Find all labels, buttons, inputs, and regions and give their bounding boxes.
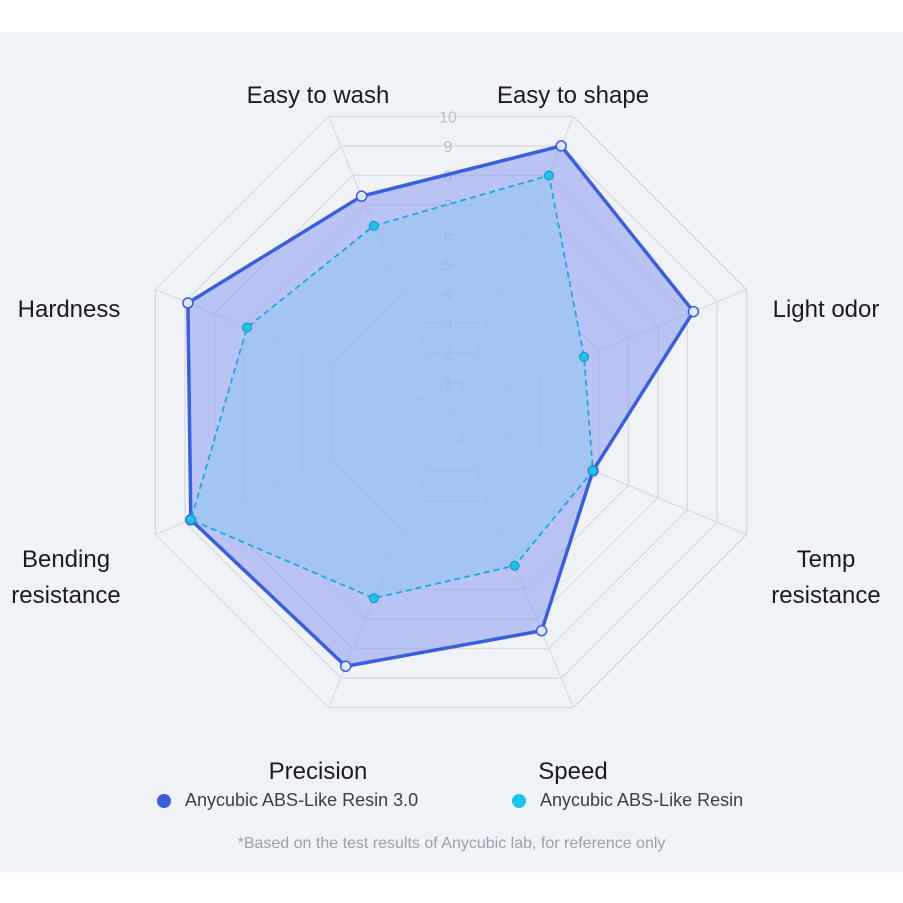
- series-0-point-5: [339, 660, 352, 673]
- axis-label-line: Easy to shape: [496, 82, 650, 109]
- axis-label-line: resistance: [771, 582, 881, 609]
- series-1: [185, 170, 598, 604]
- series-area-1: [189, 174, 594, 600]
- radar-chart: 12345678910: [154, 109, 748, 709]
- axis-label-line: Easy to wash: [246, 82, 390, 109]
- axis-label-bending-resistance: Bending resistance: [11, 542, 120, 614]
- axis-label-temp-resistance: Temp resistance: [771, 542, 880, 614]
- axis-label-line: resistance: [11, 582, 121, 609]
- series-1-point-5: [368, 593, 379, 604]
- axis-label-line: Precision: [268, 758, 368, 785]
- series-1-point-6: [185, 514, 196, 525]
- legend-label-resin: Anycubic ABS-Like Resin: [540, 790, 744, 810]
- series-1-point-0: [368, 220, 379, 231]
- series-0-point-7: [182, 297, 194, 309]
- legend-marker-resin: [512, 793, 526, 808]
- series-0-point-0: [355, 190, 368, 202]
- axis-label-hardness: Hardness: [18, 292, 121, 328]
- axis-label-line: Hardness: [17, 296, 121, 323]
- legend-marker-resin-3: [157, 793, 171, 808]
- footnote: *Based on the test results of Anycubic l…: [237, 835, 666, 852]
- legend-label-resin-3: Anycubic ABS-Like Resin 3.0: [185, 790, 419, 810]
- series-1-point-2: [579, 351, 590, 362]
- series-0-point-4: [535, 625, 548, 637]
- tick-label-9: 9: [444, 139, 453, 156]
- series-1-point-4: [509, 560, 520, 571]
- axis-label-line: Bending: [21, 546, 111, 573]
- series-0-point-1: [555, 140, 567, 152]
- series-0-point-2: [687, 305, 700, 318]
- series-1-point-1: [543, 170, 554, 181]
- series-layer: [182, 140, 700, 673]
- axis-label-precision: Precision: [269, 754, 368, 790]
- axis-label-line: Speed: [538, 758, 608, 785]
- axis-label-easy-to-shape: Easy to shape: [497, 78, 649, 114]
- tick-label-10: 10: [439, 109, 457, 126]
- legend-item-resin-3: Anycubic ABS-Like Resin 3.0: [157, 790, 418, 811]
- axis-label-light-odor: Light odor: [773, 292, 880, 328]
- axis-label-line: Temp: [796, 546, 856, 573]
- series-1-point-7: [242, 322, 253, 333]
- series-1-point-3: [587, 465, 598, 476]
- axis-label-easy-to-wash: Easy to wash: [247, 78, 390, 114]
- axis-label-speed: Speed: [538, 754, 607, 790]
- legend-item-resin: Anycubic ABS-Like Resin: [512, 790, 743, 811]
- axis-label-line: Light odor: [772, 296, 880, 323]
